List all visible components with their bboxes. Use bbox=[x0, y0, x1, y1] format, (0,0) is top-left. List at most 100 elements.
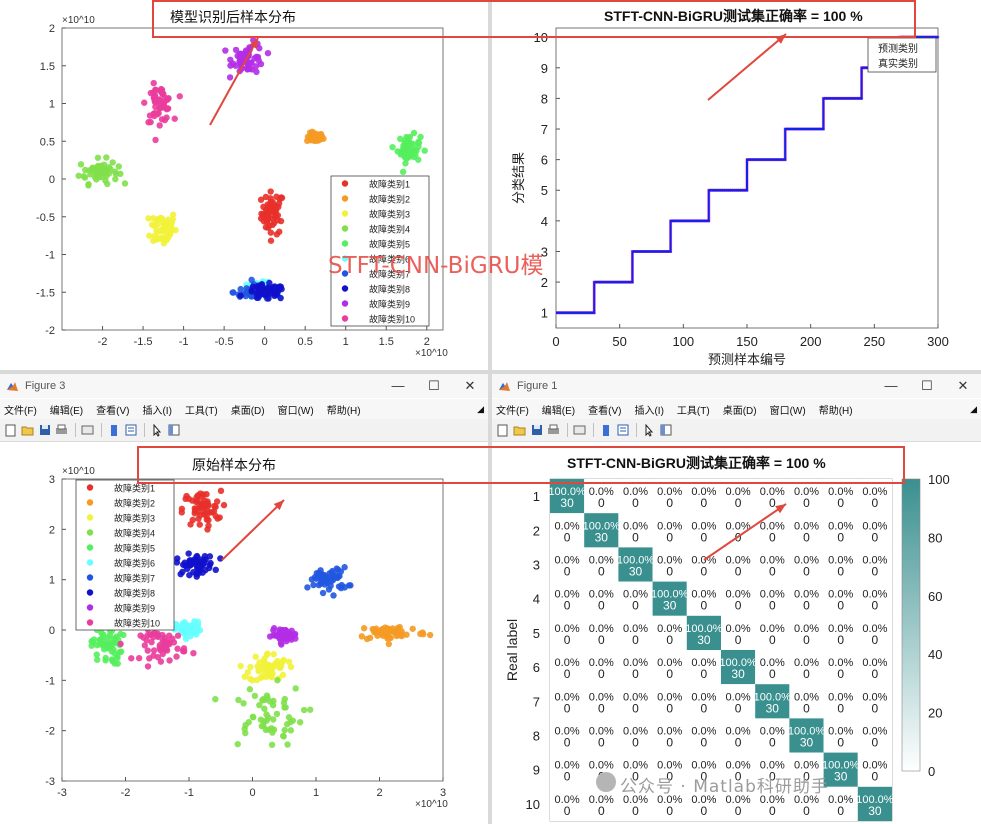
matrix-cell bbox=[823, 581, 858, 616]
open-file-icon[interactable] bbox=[512, 423, 527, 438]
scatter-point bbox=[108, 627, 116, 635]
save-icon[interactable] bbox=[529, 423, 544, 438]
scatter-point bbox=[144, 663, 152, 670]
minimize-button[interactable]: — bbox=[391, 378, 405, 393]
scatter-point bbox=[402, 148, 410, 156]
new-figure-icon[interactable] bbox=[495, 423, 510, 438]
scatter-point bbox=[229, 60, 237, 67]
menu-overflow-icon[interactable]: ◢ bbox=[477, 403, 484, 414]
cell-percent: 0.0% bbox=[657, 486, 682, 498]
print-icon[interactable] bbox=[54, 423, 69, 438]
scatter-point bbox=[189, 497, 196, 504]
scatter-point bbox=[110, 639, 117, 646]
menu-file[interactable]: 文件(F) bbox=[4, 405, 37, 417]
scatter-point bbox=[281, 634, 288, 642]
legend-icon[interactable] bbox=[123, 423, 138, 438]
pointer-icon[interactable] bbox=[149, 423, 164, 438]
menu-help[interactable]: 帮助(H) bbox=[818, 405, 853, 417]
colorbar-icon[interactable] bbox=[106, 423, 121, 438]
menu-window[interactable]: 窗口(W) bbox=[769, 405, 806, 417]
legend-icon[interactable] bbox=[615, 423, 630, 438]
scatter-point bbox=[196, 521, 203, 528]
minimize-button[interactable]: — bbox=[884, 378, 898, 393]
cell-percent: 0.0% bbox=[555, 623, 580, 635]
menu-overflow-icon[interactable]: ◢ bbox=[970, 403, 977, 414]
maximize-button[interactable]: ☐ bbox=[921, 378, 933, 393]
scatter-point bbox=[265, 671, 272, 678]
scatter-point bbox=[265, 664, 272, 672]
y-tick-label: 6 bbox=[541, 153, 548, 168]
x-tick-label: 2 bbox=[376, 787, 382, 799]
scatter-point bbox=[154, 633, 162, 641]
cell-count: 0 bbox=[803, 599, 810, 613]
scatter-point bbox=[105, 639, 112, 646]
colorbar-icon[interactable] bbox=[598, 423, 613, 438]
cell-count: 0 bbox=[564, 770, 571, 784]
cell-count: 0 bbox=[872, 770, 879, 784]
scatter-point bbox=[384, 625, 392, 632]
legend-marker bbox=[341, 195, 349, 202]
menu-view[interactable]: 查看(V) bbox=[588, 405, 622, 417]
scatter-point bbox=[193, 552, 201, 560]
matrix-cell bbox=[550, 752, 585, 787]
link-plot-icon[interactable] bbox=[572, 423, 587, 438]
save-icon[interactable] bbox=[37, 423, 52, 438]
scatter-point bbox=[278, 630, 286, 637]
menu-edit[interactable]: 编辑(E) bbox=[49, 405, 84, 417]
link-plot-icon[interactable] bbox=[80, 423, 95, 438]
menu-window[interactable]: 窗口(W) bbox=[277, 405, 314, 417]
scatter-point bbox=[304, 584, 311, 591]
scatter-point bbox=[235, 696, 242, 704]
scatter-point bbox=[255, 667, 262, 675]
scatter-point bbox=[321, 572, 328, 579]
maximize-button[interactable]: ☐ bbox=[428, 378, 440, 393]
cell-count: 0 bbox=[701, 701, 708, 715]
scatter-point bbox=[263, 651, 271, 658]
scatter-point bbox=[278, 629, 286, 637]
open-file-icon[interactable] bbox=[20, 423, 35, 438]
cell-percent: 0.0% bbox=[862, 555, 887, 567]
property-editor-icon[interactable] bbox=[166, 423, 181, 438]
scatter-point bbox=[117, 630, 124, 638]
legend-label: 故障类别10 bbox=[114, 618, 160, 629]
cell-count: 0 bbox=[872, 701, 879, 715]
menu-tools[interactable]: 工具(T) bbox=[184, 405, 218, 417]
menu-help[interactable]: 帮助(H) bbox=[326, 405, 361, 417]
scatter-point bbox=[247, 675, 254, 683]
property-editor-icon[interactable] bbox=[658, 423, 673, 438]
matrix-cell bbox=[857, 684, 892, 719]
close-button[interactable]: ✕ bbox=[957, 378, 969, 393]
menu-edit[interactable]: 编辑(E) bbox=[541, 405, 576, 417]
cell-percent: 0.0% bbox=[657, 520, 682, 532]
menu-insert[interactable]: 插入(I) bbox=[142, 405, 172, 417]
scatter-point bbox=[334, 574, 341, 582]
menu-desktop[interactable]: 桌面(D) bbox=[722, 405, 757, 417]
colorbar-tick-label: 80 bbox=[928, 530, 942, 545]
scatter-point bbox=[183, 627, 191, 634]
cell-count: 0 bbox=[872, 599, 879, 613]
y-tick-label: -2 bbox=[45, 726, 55, 738]
matrix-cell bbox=[857, 513, 892, 548]
scatter-point bbox=[115, 636, 122, 644]
scatter-point bbox=[395, 625, 402, 633]
menu-desktop[interactable]: 桌面(D) bbox=[230, 405, 265, 417]
scatter-point bbox=[261, 669, 269, 676]
menu-tools[interactable]: 工具(T) bbox=[676, 405, 710, 417]
scatter-point bbox=[387, 627, 395, 635]
scatter-point bbox=[410, 129, 418, 137]
pointer-icon[interactable] bbox=[641, 423, 656, 438]
menu-view[interactable]: 查看(V) bbox=[96, 405, 130, 417]
matrix-cell bbox=[652, 513, 687, 548]
scatter-point bbox=[291, 630, 299, 638]
scatter-point bbox=[279, 630, 287, 637]
cell-percent: 0.0% bbox=[691, 691, 716, 703]
menu-file[interactable]: 文件(F) bbox=[496, 405, 529, 417]
menu-insert[interactable]: 插入(I) bbox=[634, 405, 664, 417]
new-figure-icon[interactable] bbox=[3, 423, 18, 438]
print-icon[interactable] bbox=[546, 423, 561, 438]
y-axis-label: 分类结果 bbox=[511, 152, 526, 204]
scatter-point bbox=[172, 621, 180, 628]
scatter-point bbox=[199, 569, 206, 576]
close-button[interactable]: ✕ bbox=[464, 378, 476, 393]
scatter-point bbox=[270, 625, 278, 632]
